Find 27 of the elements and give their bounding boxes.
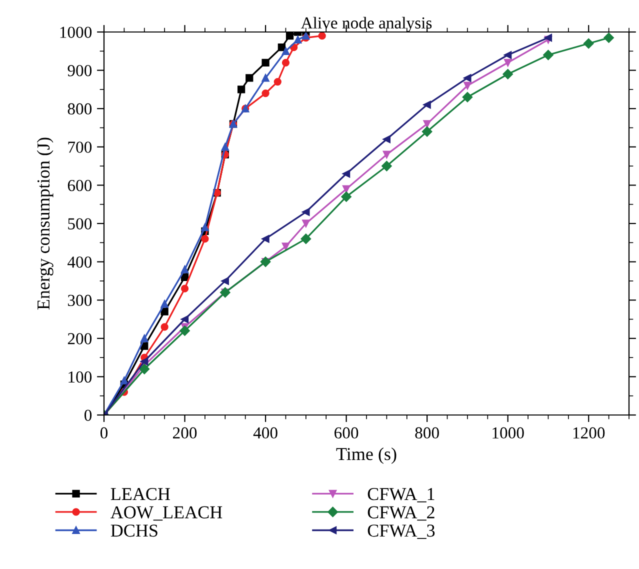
y-tick-label: 1000 [60,26,92,38]
chart-title: Alive node analysis [300,16,432,32]
y-tick-label: 0 [84,410,92,421]
legend-label: DCHS [110,524,158,537]
legend-label: AOW_LEACH [110,506,222,521]
y-tick-label: 700 [68,142,92,153]
x-tick-label: 600 [334,427,358,439]
legend-label: LEACH [110,488,170,500]
legend-label: CFWA_2 [368,506,434,521]
x-tick-label: 200 [173,427,197,439]
x-tick-label: 400 [253,427,278,439]
y-tick-label: 400 [68,256,92,268]
x-tick-label: 0 [100,427,108,439]
y-tick-label: 600 [68,180,92,192]
x-tick-label: 800 [415,427,439,439]
legend-label: CFWA_3 [368,524,435,539]
y-tick-label: 800 [68,103,92,115]
x-tick-label: 1200 [573,427,605,439]
y-tick-label: 500 [68,218,92,230]
legend-label: CFWA_1 [368,488,434,502]
y-tick-label: 100 [68,371,92,383]
y-axis-title: Energy consumption (J) [36,138,54,310]
x-tick-label: 1000 [492,427,524,439]
y-tick-label: 300 [68,294,92,306]
y-tick-label: 900 [68,65,92,76]
x-axis-title: Time (s) [336,447,396,464]
y-tick-label: 200 [68,333,92,344]
